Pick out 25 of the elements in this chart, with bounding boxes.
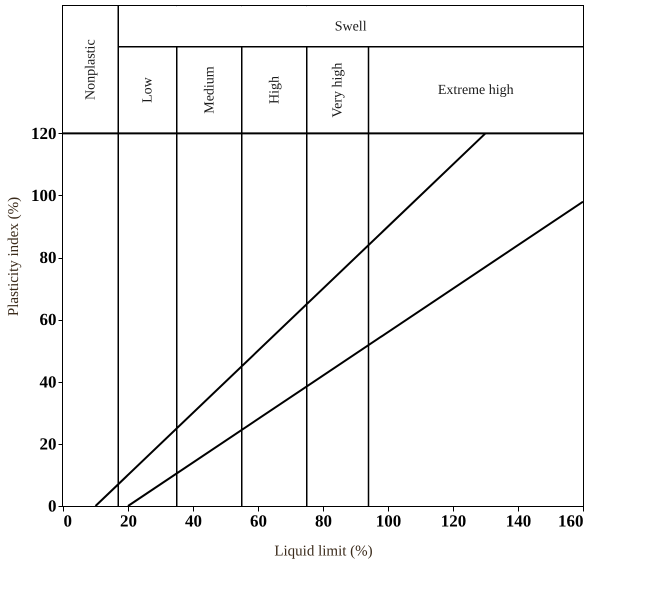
x-tick-label: 100 [376,512,402,530]
annotation: Swell [334,19,367,34]
y-tick-label: 100 [31,186,56,205]
x-tick-label: 160 [558,512,584,530]
y-tick-label: 0 [48,496,56,516]
y-tick-label: 40 [40,372,56,392]
band-label: High [267,76,282,104]
band-label: Very high [330,62,346,118]
band-label: Nonplastic [84,39,99,100]
x-axis-title: Liquid limit (%) [274,544,373,560]
x-tick-label: 20 [120,512,137,530]
band-label: Low [140,76,156,103]
y-tick-label: 60 [40,310,56,330]
x-tick-label: 60 [250,512,267,530]
y-axis-title: Plasticity index (%) [6,196,22,316]
x-tick-label: 40 [185,512,202,530]
y-tick-label: 120 [31,124,56,143]
y-tick-label: 80 [40,248,56,268]
x-tick-label: 0 [64,512,72,530]
x-tick-label: 140 [506,512,532,530]
band-label: Medium [202,66,218,114]
band-label: Extreme high [438,83,514,98]
y-tick-label: 20 [40,434,56,454]
x-tick-label: 120 [440,512,466,530]
x-tick-label: 80 [315,512,332,530]
